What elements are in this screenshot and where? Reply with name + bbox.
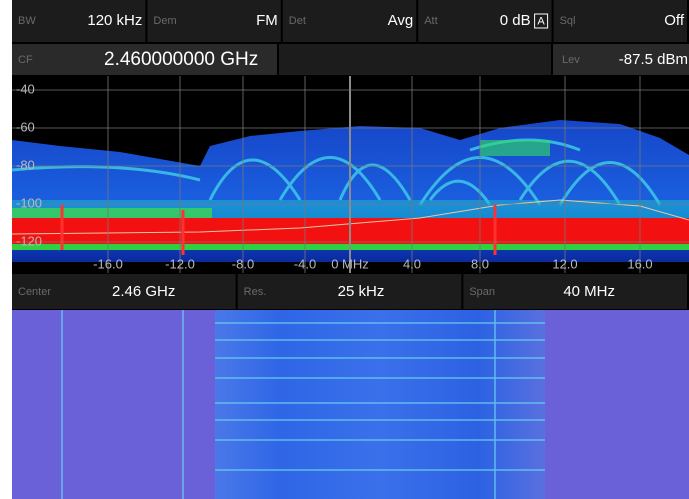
header-label: BW	[18, 15, 36, 27]
x-axis-label: 12.0	[552, 256, 577, 271]
footer-label: Res.	[244, 286, 267, 298]
y-axis-label: -80	[16, 157, 35, 172]
header-value: FM	[256, 12, 278, 29]
header-label: Att	[424, 15, 437, 27]
lev-label: Lev	[562, 54, 580, 66]
y-axis-label: -60	[16, 119, 35, 134]
footer-value: 2.46 GHz	[112, 283, 175, 300]
x-axis-label: 0 MHz	[331, 256, 369, 271]
footer-label: Center	[18, 286, 51, 298]
empty-cell	[279, 44, 551, 75]
hot-spot	[480, 140, 550, 156]
header: BW 120 kHz Dem FM Det Avg Att A 0 dB Sql Off	[12, 0, 687, 42]
header-value: Off	[664, 12, 685, 29]
header-cell	[418, 0, 551, 42]
badge: A	[537, 15, 545, 27]
spectrum: -40 -60 -80 -100 -120 -16.0 -12.0 -8.0 -4.0 0 MHz…	[12, 76, 689, 273]
x-axis-label: 8.0	[471, 256, 489, 271]
header-value: 0 dB	[500, 12, 531, 29]
cf-label: CF	[18, 54, 33, 66]
header-label: Sql	[560, 15, 576, 27]
y-axis-label: -120	[16, 233, 42, 248]
footer-value: 25 kHz	[338, 283, 385, 300]
y-axis-label: -40	[16, 81, 35, 96]
header-label: Det	[289, 15, 306, 27]
header-value: 120 kHz	[87, 12, 142, 29]
footer-value: 40 MHz	[563, 283, 615, 300]
x-axis-label: -4.0	[294, 256, 316, 271]
y-axis-label: -100	[16, 195, 42, 210]
x-axis-label: -16.0	[93, 256, 123, 271]
cf-value: 2.460000000 GHz	[104, 49, 258, 70]
x-axis-label: -8.0	[232, 256, 254, 271]
lev-value: -87.5 dBm	[619, 51, 688, 68]
waterfall	[12, 310, 689, 499]
x-axis-label: 16.0	[627, 256, 652, 271]
footer-label: Span	[469, 286, 495, 298]
x-axis-label: 4.0	[403, 256, 421, 271]
header-label: Dem	[153, 15, 176, 27]
footer: Center 2.46 GHz Res. 25 kHz Span 40 MHz	[12, 274, 687, 309]
x-axis-label: -12.0	[165, 256, 195, 271]
analyzer-screen: BW 120 kHz Dem FM Det Avg Att A 0 dB Sql Off CF 2.…	[0, 0, 689, 499]
header-value: Avg	[388, 12, 414, 29]
